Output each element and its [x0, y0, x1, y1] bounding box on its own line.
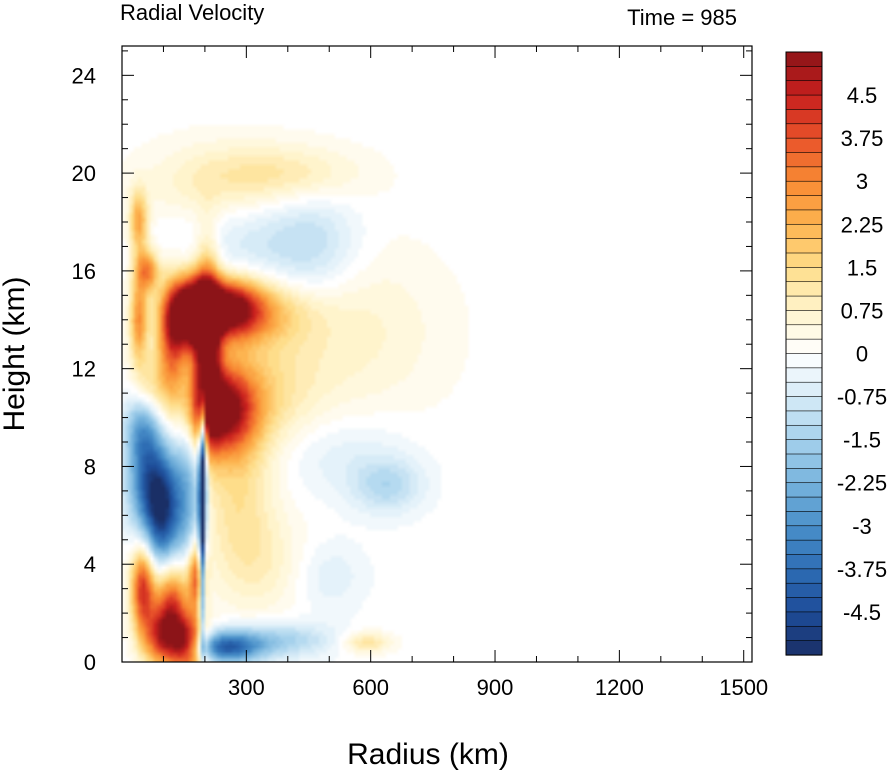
colorbar-label: -1.5 [843, 428, 881, 453]
colorbar-swatch [785, 511, 823, 527]
x-tick-label: 600 [352, 675, 389, 700]
colorbar-swatch [785, 324, 823, 340]
colorbar-swatch [785, 281, 823, 297]
colorbar-swatch [785, 51, 823, 67]
x-axis-label: Radius (km) [347, 738, 509, 771]
y-tick-label: 16 [72, 259, 96, 284]
colorbar-labels: 4.5 3.75 3 2.25 1.5 0.75 0 -0.75 -1.5 -2.25 -3 -3.7… [837, 83, 887, 625]
colorbar-swatch [785, 568, 823, 584]
colorbar-swatch [785, 238, 823, 254]
colorbar-label: -3.75 [837, 557, 887, 582]
y-tick-label: 4 [84, 552, 96, 577]
x-tick-label: 900 [477, 675, 514, 700]
colorbar [785, 51, 823, 656]
colorbar-swatch [785, 80, 823, 96]
colorbar-swatch [785, 625, 823, 642]
colorbar-label: -2.25 [837, 471, 887, 496]
chart-title: Radial Velocity [120, 0, 264, 25]
y-tick-label: 8 [84, 454, 96, 479]
colorbar-swatch [785, 539, 823, 556]
y-tick-label: 12 [72, 357, 96, 382]
colorbar-label: 2.25 [841, 212, 884, 237]
colorbar-swatch [785, 396, 823, 412]
x-tick-labels: 300 600 900 1200 1500 [228, 675, 768, 700]
colorbar-swatch [785, 554, 823, 570]
colorbar-swatch [785, 611, 823, 627]
colorbar-swatch [785, 525, 823, 541]
colorbar-swatch [785, 640, 823, 656]
heatmap-field [122, 46, 752, 662]
colorbar-swatch [785, 468, 823, 484]
x-tick-label: 300 [228, 675, 265, 700]
colorbar-swatch [785, 496, 823, 513]
colorbar-swatch [785, 166, 823, 182]
colorbar-swatch [785, 381, 823, 398]
colorbar-swatch [785, 439, 823, 455]
colorbar-label: 0 [856, 342, 868, 367]
colorbar-label: -4.5 [843, 600, 881, 625]
y-tick-label: 0 [84, 650, 96, 675]
colorbar-swatch [785, 180, 823, 197]
colorbar-label: 4.5 [847, 83, 878, 108]
colorbar-swatch [785, 195, 823, 211]
colorbar-swatch [785, 338, 823, 355]
colorbar-swatch [785, 310, 823, 326]
y-tick-label: 20 [72, 161, 96, 186]
axis-ticks [122, 46, 752, 663]
colorbar-swatch [785, 353, 823, 369]
y-tick-label: 24 [72, 63, 96, 88]
colorbar-swatch [785, 410, 823, 426]
colorbar-swatch [785, 123, 823, 139]
heatmap-image [122, 46, 752, 662]
colorbar-swatch [785, 223, 823, 240]
plot-frame [121, 45, 753, 663]
colorbar-swatch [785, 252, 823, 268]
x-tick-label: 1200 [595, 675, 644, 700]
colorbar-swatch [785, 453, 823, 469]
y-axis-label: Height (km) [0, 276, 31, 431]
colorbar-swatch [785, 137, 823, 154]
colorbar-swatch [785, 295, 823, 312]
y-tick-labels: 0 4 8 12 16 20 24 [72, 63, 96, 675]
colorbar-label: 1.5 [847, 255, 878, 280]
x-tick-label: 1500 [719, 675, 768, 700]
colorbar-swatch [785, 424, 823, 441]
colorbar-label: -3 [852, 514, 872, 539]
colorbar-swatch [785, 582, 823, 599]
chart-subtitle: Time = 985 [627, 5, 737, 30]
colorbar-label: -0.75 [837, 385, 887, 410]
colorbar-swatch [785, 66, 823, 82]
colorbar-label: 3.75 [841, 126, 884, 151]
colorbar-swatch [785, 94, 823, 111]
colorbar-label: 0.75 [841, 298, 884, 323]
colorbar-swatch [785, 267, 823, 283]
colorbar-swatch [785, 109, 823, 125]
colorbar-frame [785, 51, 823, 656]
colorbar-swatch [785, 152, 823, 168]
colorbar-label: 3 [856, 169, 868, 194]
colorbar-swatch [785, 482, 823, 498]
colorbar-swatch [785, 367, 823, 383]
colorbar-swatch [785, 209, 823, 225]
colorbar-swatch [785, 597, 823, 613]
